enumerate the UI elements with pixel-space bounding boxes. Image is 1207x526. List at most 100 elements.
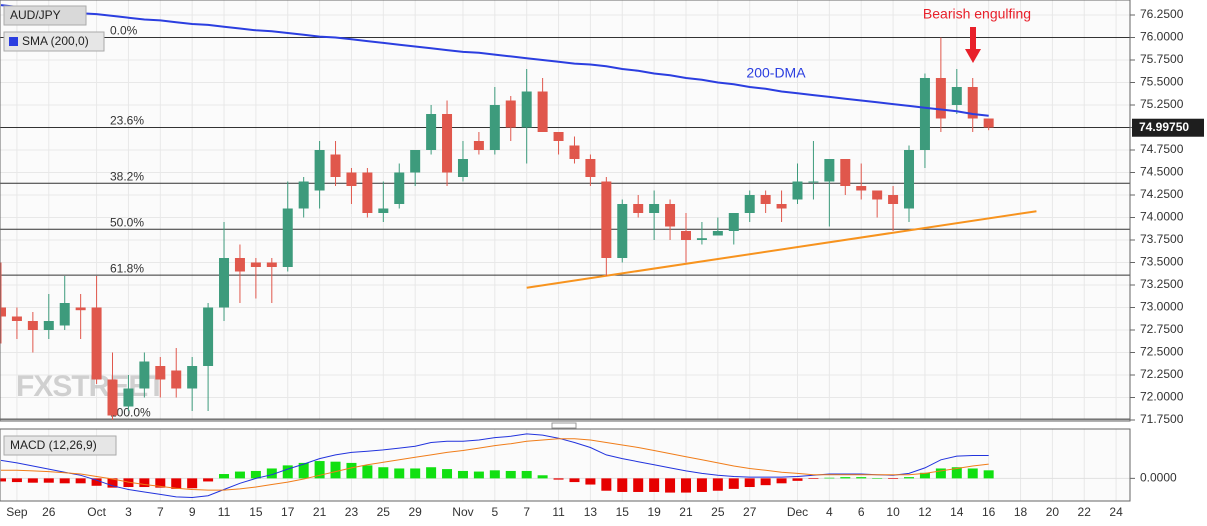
macd-histogram-bar bbox=[155, 478, 166, 488]
macd-histogram-bar bbox=[601, 478, 612, 491]
candle-body bbox=[187, 366, 198, 389]
macd-histogram-bar bbox=[617, 478, 628, 492]
y-tick-label: 71.7500 bbox=[1140, 412, 1184, 426]
candle-body bbox=[935, 78, 946, 119]
y-tick-label: 76.0000 bbox=[1140, 30, 1184, 44]
x-tick-label: 4 bbox=[826, 505, 833, 519]
candle-body bbox=[0, 307, 6, 317]
y-tick-label: 74.0000 bbox=[1140, 210, 1184, 224]
x-tick-label: 18 bbox=[1014, 505, 1028, 519]
macd-histogram-bar bbox=[919, 472, 930, 479]
candle-body bbox=[744, 195, 755, 213]
macd-histogram-bar bbox=[649, 478, 660, 492]
candle-body bbox=[250, 262, 261, 267]
macd-line bbox=[1, 438, 989, 491]
candle-body bbox=[951, 87, 962, 105]
y-tick-label: 72.5000 bbox=[1140, 345, 1184, 359]
candle-body bbox=[633, 204, 644, 213]
macd-histogram-bar bbox=[266, 468, 277, 479]
x-tick-label: 24 bbox=[1109, 505, 1123, 519]
x-tick-label: 22 bbox=[1078, 505, 1092, 519]
macd-histogram-bar bbox=[489, 470, 500, 479]
candle-body bbox=[107, 379, 118, 416]
candle-body bbox=[27, 321, 38, 330]
y-tick-label: 75.7500 bbox=[1140, 52, 1184, 66]
macd-histogram-bar bbox=[744, 478, 755, 488]
macd-histogram-bar bbox=[680, 478, 691, 493]
macd-histogram-bar bbox=[298, 462, 309, 479]
macd-histogram-bar bbox=[712, 478, 723, 491]
x-tick-label: 17 bbox=[281, 505, 295, 519]
candle-body bbox=[489, 105, 500, 150]
macd-histogram-bar bbox=[410, 468, 421, 479]
legend-title: AUD/JPY bbox=[10, 8, 61, 22]
candle-body bbox=[59, 303, 70, 326]
macd-histogram-bar bbox=[442, 469, 453, 479]
candle-body bbox=[585, 159, 596, 177]
macd-histogram-bar bbox=[696, 478, 707, 492]
x-tick-label: 20 bbox=[1046, 505, 1060, 519]
macd-histogram-bar bbox=[728, 478, 739, 489]
macd-histogram-bar bbox=[665, 478, 676, 493]
candle-body bbox=[457, 159, 468, 177]
candle-body bbox=[840, 159, 851, 186]
candle-body bbox=[378, 208, 389, 213]
candle-body bbox=[203, 307, 214, 366]
candle-body bbox=[298, 181, 309, 209]
y-tick-label: 73.0000 bbox=[1140, 300, 1184, 314]
legend-box bbox=[3, 5, 87, 26]
macd-histogram-bar bbox=[505, 470, 516, 479]
candle-body bbox=[426, 114, 437, 150]
x-tick-label: 21 bbox=[679, 505, 693, 519]
x-tick-label: 29 bbox=[409, 505, 423, 519]
y-tick-label: 74.7500 bbox=[1140, 142, 1184, 156]
macd-histogram-bar bbox=[888, 478, 899, 479]
macd-histogram-bar bbox=[346, 462, 357, 479]
macd-histogram-bar bbox=[569, 478, 580, 483]
macd-histogram-bar bbox=[760, 478, 771, 486]
candle-body bbox=[282, 208, 293, 267]
macd-histogram-bar bbox=[43, 478, 54, 483]
candle-body bbox=[696, 238, 707, 240]
candle-body bbox=[11, 316, 22, 321]
x-tick-label: 26 bbox=[42, 505, 56, 519]
candle-body bbox=[983, 118, 994, 128]
macd-histogram-bar bbox=[187, 478, 198, 489]
macd-histogram-bar bbox=[362, 465, 373, 479]
x-tick-label: 14 bbox=[950, 505, 964, 519]
macd-histogram-bar bbox=[792, 478, 803, 481]
y-tick-label: 72.7500 bbox=[1140, 322, 1184, 336]
last-price-label: 74.99750 bbox=[1139, 120, 1189, 134]
y-tick-label: 72.2500 bbox=[1140, 367, 1184, 381]
macd-histogram-bar bbox=[585, 478, 596, 485]
x-tick-label: 21 bbox=[313, 505, 327, 519]
candle-body bbox=[680, 231, 691, 240]
macd-histogram-bar bbox=[951, 467, 962, 479]
x-tick-label: 7 bbox=[157, 505, 164, 519]
candle-body bbox=[617, 204, 628, 258]
marks: 0.0% 23.6% 38.2% 50.0% 61.8% 100.0% bbox=[0, 4, 1130, 499]
sma-line bbox=[0, 4, 989, 117]
macd-histogram-bar bbox=[824, 477, 835, 479]
candle-body bbox=[123, 388, 134, 407]
x-tick-label: 23 bbox=[345, 505, 359, 519]
y-tick-label: 74.2500 bbox=[1140, 187, 1184, 201]
candle-body bbox=[362, 172, 373, 213]
candle-body bbox=[792, 181, 803, 200]
level-label: 61.8% bbox=[110, 261, 144, 275]
annotation: 200-DMA bbox=[746, 65, 806, 81]
candle-body bbox=[171, 370, 182, 389]
candle-body bbox=[728, 213, 739, 231]
legend-box bbox=[3, 31, 105, 52]
x-tick-label: Dec bbox=[787, 505, 808, 519]
legend-label: SMA (200,0) bbox=[22, 34, 89, 48]
y-tick-label: 74.5000 bbox=[1140, 165, 1184, 179]
macd-histogram-bar bbox=[872, 478, 883, 479]
last-price-box bbox=[1132, 118, 1204, 137]
x-tick-label: 25 bbox=[377, 505, 391, 519]
x-tick-label: 27 bbox=[743, 505, 757, 519]
candle-body bbox=[888, 195, 899, 204]
candle-body bbox=[139, 361, 150, 389]
x-tick-label: Oct bbox=[87, 505, 106, 519]
